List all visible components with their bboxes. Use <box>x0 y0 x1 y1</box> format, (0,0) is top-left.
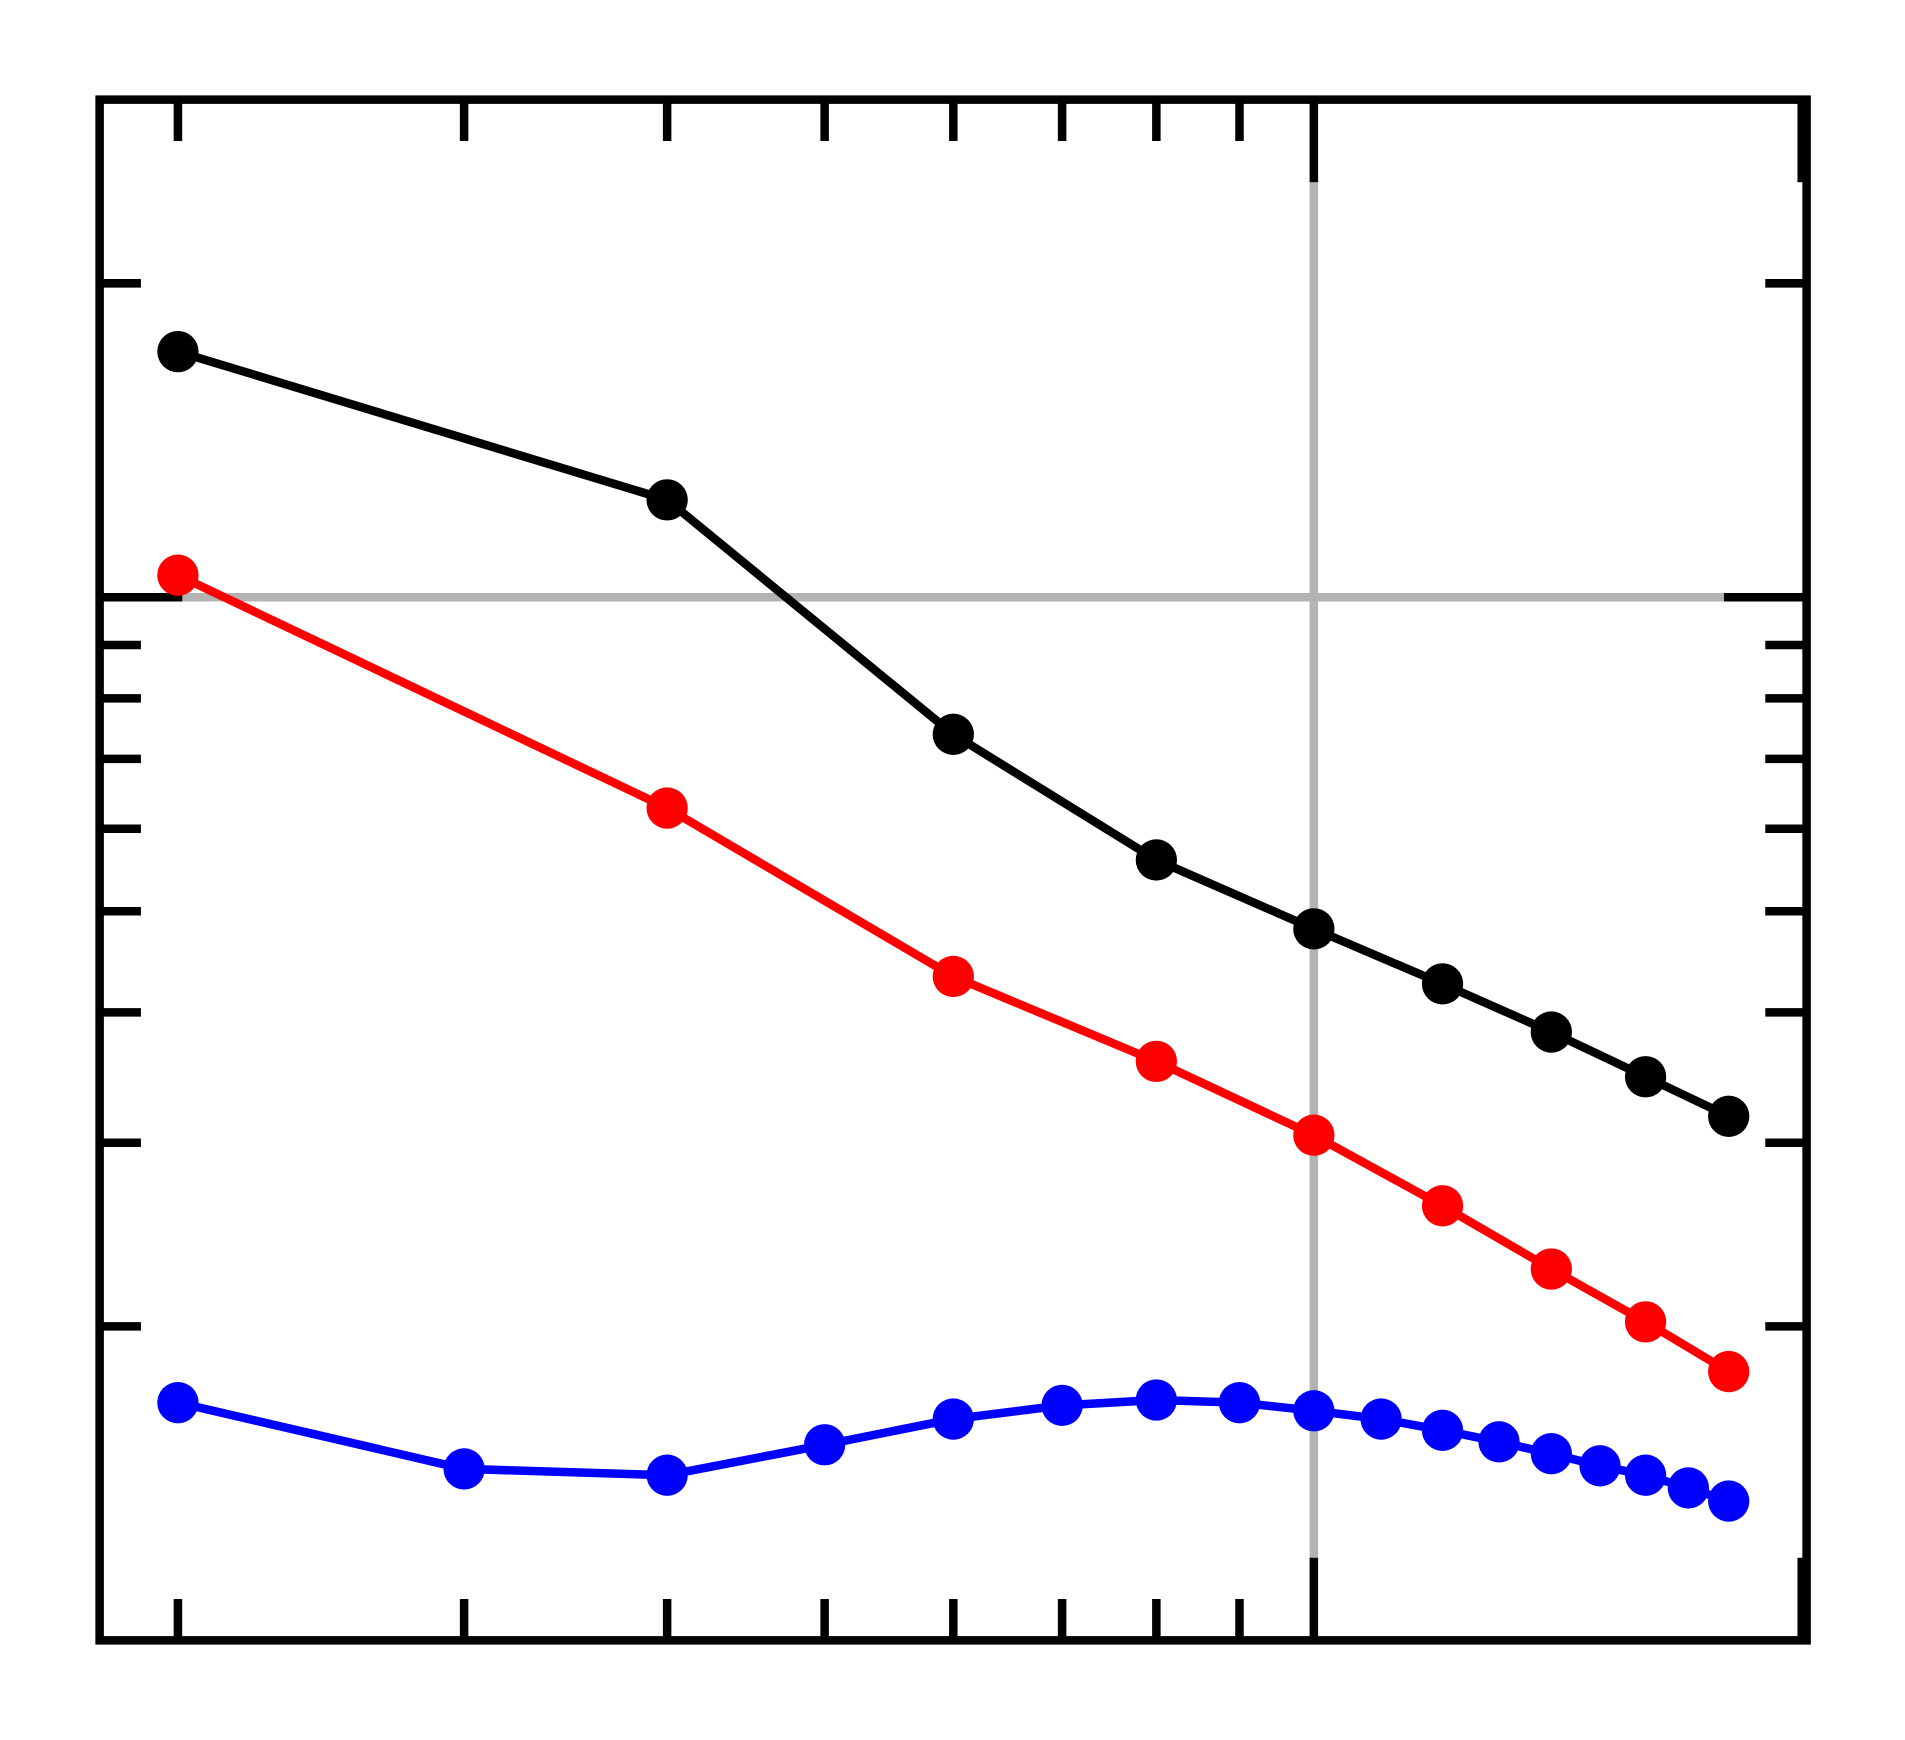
data-point <box>1708 1095 1750 1137</box>
data-point <box>1218 1382 1261 1424</box>
data-point <box>1667 1467 1710 1509</box>
data-point <box>157 1382 199 1424</box>
data-point <box>1579 1445 1621 1487</box>
data-point <box>1624 1056 1667 1098</box>
data-point <box>1624 1301 1667 1343</box>
data-point <box>1708 1350 1750 1393</box>
series-2 <box>157 1379 1750 1522</box>
series-group <box>157 330 1750 1522</box>
data-point <box>157 330 199 373</box>
data-point <box>1421 963 1464 1005</box>
data-point <box>803 1424 846 1466</box>
data-point <box>1360 1398 1402 1440</box>
data-point <box>646 1454 688 1496</box>
data-point <box>646 787 688 829</box>
data-point <box>1293 1114 1335 1156</box>
data-point <box>1135 1379 1178 1421</box>
data-point <box>1421 1185 1464 1227</box>
axis-ticks <box>99 99 1807 1641</box>
data-point <box>1478 1421 1520 1463</box>
series-1 <box>157 554 1750 1393</box>
plot-frame <box>95 95 1811 1645</box>
data-point <box>1530 1011 1572 1053</box>
data-point <box>1530 1433 1572 1475</box>
data-point <box>1293 908 1335 950</box>
data-point <box>1530 1248 1572 1290</box>
data-point <box>1041 1384 1083 1427</box>
data-point <box>1135 1040 1178 1083</box>
data-point <box>1293 1390 1335 1432</box>
data-point <box>1135 839 1178 881</box>
grid-lines <box>99 182 1724 1558</box>
data-point <box>932 955 974 998</box>
data-point <box>443 1448 485 1490</box>
data-point <box>932 1398 974 1440</box>
data-point <box>1624 1454 1667 1496</box>
data-point <box>646 479 688 521</box>
data-point <box>157 554 199 596</box>
data-point <box>1708 1480 1750 1522</box>
series-0 <box>157 330 1750 1137</box>
data-point <box>932 713 974 755</box>
data-point <box>1421 1409 1464 1451</box>
